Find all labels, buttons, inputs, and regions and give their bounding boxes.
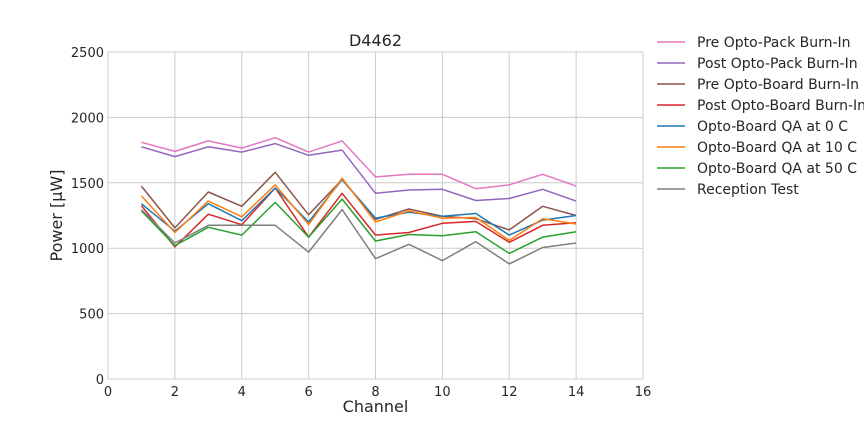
legend-label-post-opto-board-burn-in: Post Opto-Board Burn-In [697, 98, 864, 114]
x-tick-label: 4 [238, 385, 246, 400]
legend: Pre Opto-Pack Burn-In Post Opto-Pack Burn… [657, 35, 864, 198]
grid [107, 51, 644, 380]
x-tick-label: 14 [568, 385, 585, 400]
legend-label-opto-board-qa-at-0-c: Opto-Board QA at 0 C [697, 119, 848, 135]
y-tick-label: 0 [96, 373, 104, 388]
legend-label-pre-opto-pack-burn-in: Pre Opto-Pack Burn-In [697, 35, 851, 51]
series-line-opto-board-qa-at-0-c [140, 178, 577, 236]
chart-title: D4462 [349, 31, 402, 50]
y-tick-label: 500 [79, 308, 104, 323]
y-tick-label: 2000 [71, 111, 104, 126]
x-tick-label: 0 [104, 385, 112, 400]
series-line-opto-board-qa-at-10-c [140, 177, 577, 242]
legend-label-reception-test: Reception Test [697, 182, 799, 198]
series-line-opto-board-qa-at-50-c [140, 198, 577, 255]
tick-labels: 0 2 4 6 8 10 12 14 16 0 500 1000 1500 2000 2500 [71, 46, 651, 400]
x-tick-label: 2 [171, 385, 179, 400]
x-tick-label: 6 [304, 385, 312, 400]
x-tick-label: 10 [434, 385, 451, 400]
legend-label-opto-board-qa-at-10-c: Opto-Board QA at 10 C [697, 140, 857, 156]
x-tick-label: 8 [371, 385, 379, 400]
legend-label-pre-opto-board-burn-in: Pre Opto-Board Burn-In [697, 77, 859, 93]
legend-label-post-opto-pack-burn-in: Post Opto-Pack Burn-In [697, 56, 858, 72]
series-lines [140, 136, 577, 265]
series-line-post-opto-board-burn-in [140, 187, 577, 248]
y-tick-label: 1500 [71, 177, 104, 192]
y-axis-label: Power [μW] [47, 170, 66, 262]
series-line-post-opto-pack-burn-in [141, 142, 577, 202]
x-tick-label: 12 [501, 385, 518, 400]
y-tick-label: 1000 [71, 242, 104, 257]
x-axis-label: Channel [343, 397, 409, 416]
y-tick-label: 2500 [71, 46, 104, 61]
legend-label-opto-board-qa-at-50-c: Opto-Board QA at 50 C [697, 161, 857, 177]
x-tick-label: 16 [635, 385, 652, 400]
series-line-reception-test [140, 208, 577, 265]
series-line-pre-opto-pack-burn-in [141, 136, 577, 190]
